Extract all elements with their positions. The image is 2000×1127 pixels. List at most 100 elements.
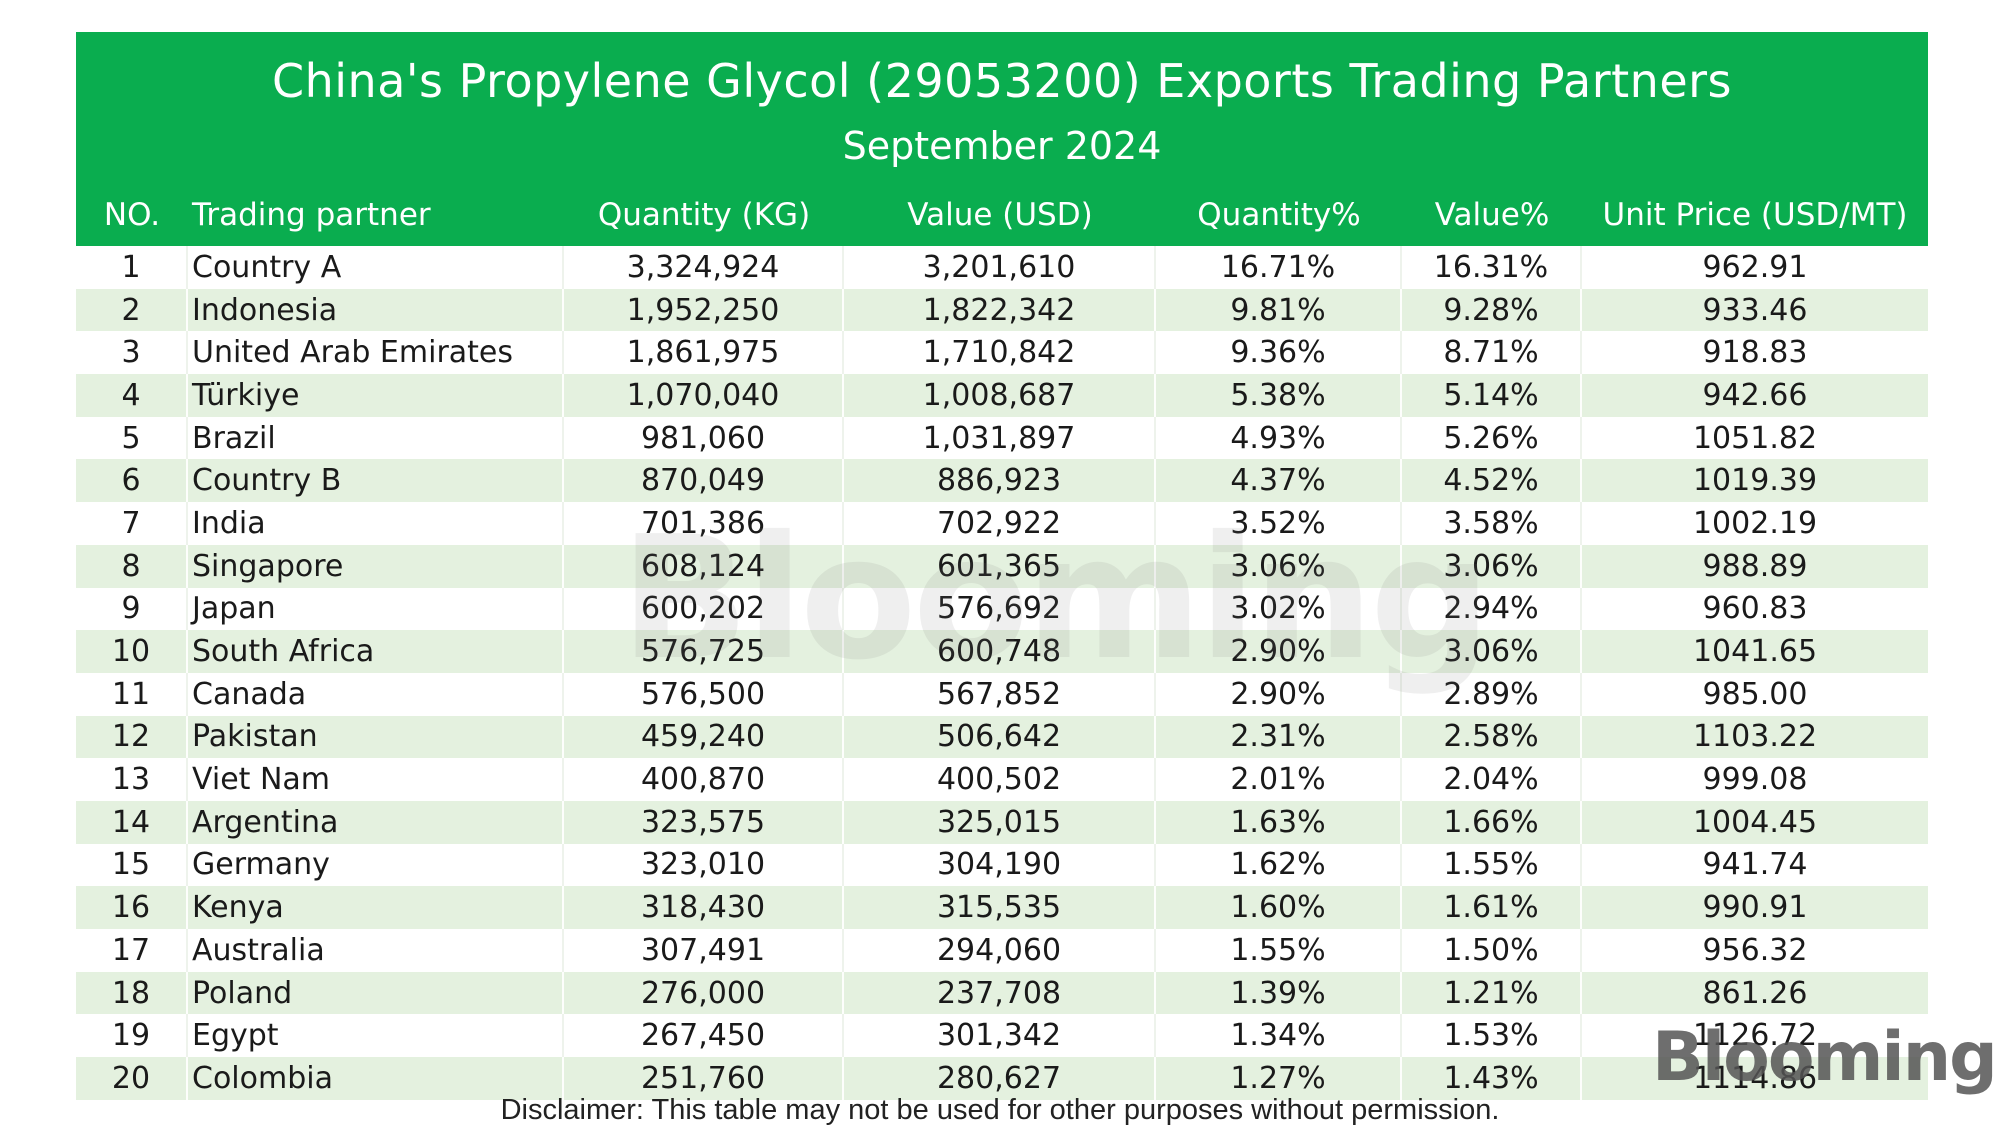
cell-trading-partner: Country A [188, 246, 564, 289]
table-row: 13 Viet Nam 400,870 400,502 2.01% 2.04% 999.08 [76, 758, 1928, 801]
cell-value-pct: 1.66% [1402, 800, 1582, 844]
cell-unit-price: 942.66 [1702, 377, 1808, 413]
table-title: China's Propylene Glycol (29053200) Expo… [271, 54, 1733, 108]
cell-unit-price: 985.00 [1702, 676, 1808, 712]
cell-quantity: 323,010 [564, 843, 844, 887]
cell-trading-partner: Australia [188, 929, 564, 972]
cell-value-pct: 1.21% [1402, 971, 1582, 1015]
cell-value: 237,708 [844, 971, 1156, 1015]
cell-value-pct: 3.58% [1402, 502, 1582, 545]
cell-value-pct: 4.52% [1402, 459, 1582, 503]
cell-quantity: 1,861,975 [564, 331, 844, 375]
cell-trading-partner: Argentina [188, 800, 564, 844]
cell-trading-partner: United Arab Emirates [188, 331, 564, 375]
cell-value-pct: 2.89% [1402, 672, 1582, 716]
cell-quantity: 981,060 [564, 416, 844, 460]
cell-no: 6 [76, 459, 188, 503]
cell-unit-price: 988.89 [1702, 548, 1808, 584]
cell-trading-partner: Country B [188, 459, 564, 503]
cell-value: 280,627 [844, 1057, 1156, 1100]
cell-value: 315,535 [844, 886, 1156, 929]
cell-value: 3,201,610 [844, 246, 1156, 289]
column-header-value-pct: Value% [1434, 197, 1550, 233]
cell-value: 600,748 [844, 630, 1156, 673]
table-subtitle: September 2024 [842, 124, 1162, 168]
cell-quantity-pct: 9.36% [1156, 331, 1402, 375]
cell-value-pct: 1.43% [1402, 1057, 1582, 1100]
cell-quantity: 400,870 [564, 758, 844, 801]
cell-trading-partner: Germany [188, 843, 564, 887]
cell-quantity: 576,725 [564, 630, 844, 673]
cell-value: 1,031,897 [844, 416, 1156, 460]
cell-value-pct: 9.28% [1402, 288, 1582, 332]
cell-quantity-pct: 1.34% [1156, 1014, 1402, 1058]
cell-value: 886,923 [844, 459, 1156, 503]
cell-quantity-pct: 1.27% [1156, 1057, 1402, 1100]
column-header-quantity-pct: Quantity% [1197, 197, 1361, 233]
column-header-value: Value (USD) [907, 197, 1093, 233]
cell-unit-price: 1004.45 [1692, 804, 1818, 840]
cell-trading-partner: South Africa [188, 630, 564, 673]
table-row: 5 Brazil 981,060 1,031,897 4.93% 5.26% 1051.82 [76, 416, 1928, 460]
cell-no: 12 [76, 715, 188, 759]
table-row: 19 Egypt 267,450 301,342 1.34% 1.53% 1126.72 [76, 1014, 1928, 1058]
cell-trading-partner: Poland [188, 971, 564, 1015]
table-body: 1 Country A 3,324,924 3,201,610 16.71% 16.31%… [76, 246, 1928, 1100]
table-row: 6 Country B 870,049 886,923 4.37% 4.52% 1019.3… [76, 459, 1928, 503]
cell-value: 567,852 [844, 672, 1156, 716]
cell-quantity: 267,450 [564, 1014, 844, 1058]
cell-trading-partner: Egypt [188, 1014, 564, 1058]
cell-unit-price: 941.74 [1702, 847, 1808, 883]
cell-no: 19 [76, 1014, 188, 1058]
cell-unit-price: 861.26 [1702, 975, 1808, 1011]
cell-no: 15 [76, 843, 188, 887]
cell-quantity: 307,491 [564, 929, 844, 972]
cell-no: 3 [76, 331, 188, 375]
cell-unit-price: 999.08 [1702, 762, 1808, 798]
cell-value: 400,502 [844, 758, 1156, 801]
table-row: 9 Japan 600,202 576,692 3.02% 2.94% 960.83 [76, 587, 1928, 631]
cell-value: 506,642 [844, 715, 1156, 759]
table-row: 18 Poland 276,000 237,708 1.39% 1.21% 861.26 [76, 971, 1928, 1015]
cell-value: 325,015 [844, 800, 1156, 844]
cell-no: 5 [76, 416, 188, 460]
cell-quantity-pct: 1.55% [1156, 929, 1402, 972]
table-row: 15 Germany 323,010 304,190 1.62% 1.55% 941.74 [76, 843, 1928, 887]
cell-quantity-pct: 2.31% [1156, 715, 1402, 759]
table-row: 11 Canada 576,500 567,852 2.90% 2.89% 985.00 [76, 672, 1928, 716]
table-row: 17 Australia 307,491 294,060 1.55% 1.50% 956.3… [76, 929, 1928, 972]
cell-unit-price: 962.91 [1702, 249, 1808, 285]
cell-value: 1,008,687 [844, 374, 1156, 417]
cell-quantity-pct: 5.38% [1156, 374, 1402, 417]
export-table: China's Propylene Glycol (29053200) Expo… [76, 32, 1928, 1100]
cell-unit-price: 1002.19 [1692, 505, 1818, 541]
cell-unit-price: 918.83 [1702, 335, 1808, 371]
cell-no: 17 [76, 929, 188, 972]
cell-quantity: 251,760 [564, 1057, 844, 1100]
table-row: 3 United Arab Emirates 1,861,975 1,710,842 9… [76, 331, 1928, 375]
disclaimer-text: Disclaimer: This table may not be used f… [500, 1094, 1500, 1126]
cell-value: 576,692 [844, 587, 1156, 631]
column-header-no: NO. [103, 197, 161, 233]
column-header-trading-partner: Trading partner [192, 197, 431, 233]
cell-no: 14 [76, 800, 188, 844]
cell-quantity-pct: 4.37% [1156, 459, 1402, 503]
cell-quantity: 600,202 [564, 587, 844, 631]
cell-trading-partner: Singapore [188, 544, 564, 588]
cell-no: 8 [76, 544, 188, 588]
table-row: 1 Country A 3,324,924 3,201,610 16.71% 16.31%… [76, 246, 1928, 289]
column-header-quantity: Quantity (KG) [597, 197, 811, 233]
cell-value: 601,365 [844, 544, 1156, 588]
cell-value: 301,342 [844, 1014, 1156, 1058]
table-row: 2 Indonesia 1,952,250 1,822,342 9.81% 9.28% 93… [76, 288, 1928, 332]
cell-trading-partner: Brazil [188, 416, 564, 460]
cell-quantity-pct: 3.06% [1156, 544, 1402, 588]
cell-value-pct: 5.14% [1402, 374, 1582, 417]
cell-trading-partner: Kenya [188, 886, 564, 929]
cell-trading-partner: Pakistan [188, 715, 564, 759]
cell-unit-price: 1051.82 [1692, 420, 1818, 456]
cell-no: 9 [76, 587, 188, 631]
cell-value: 304,190 [844, 843, 1156, 887]
cell-no: 18 [76, 971, 188, 1015]
cell-value: 702,922 [844, 502, 1156, 545]
